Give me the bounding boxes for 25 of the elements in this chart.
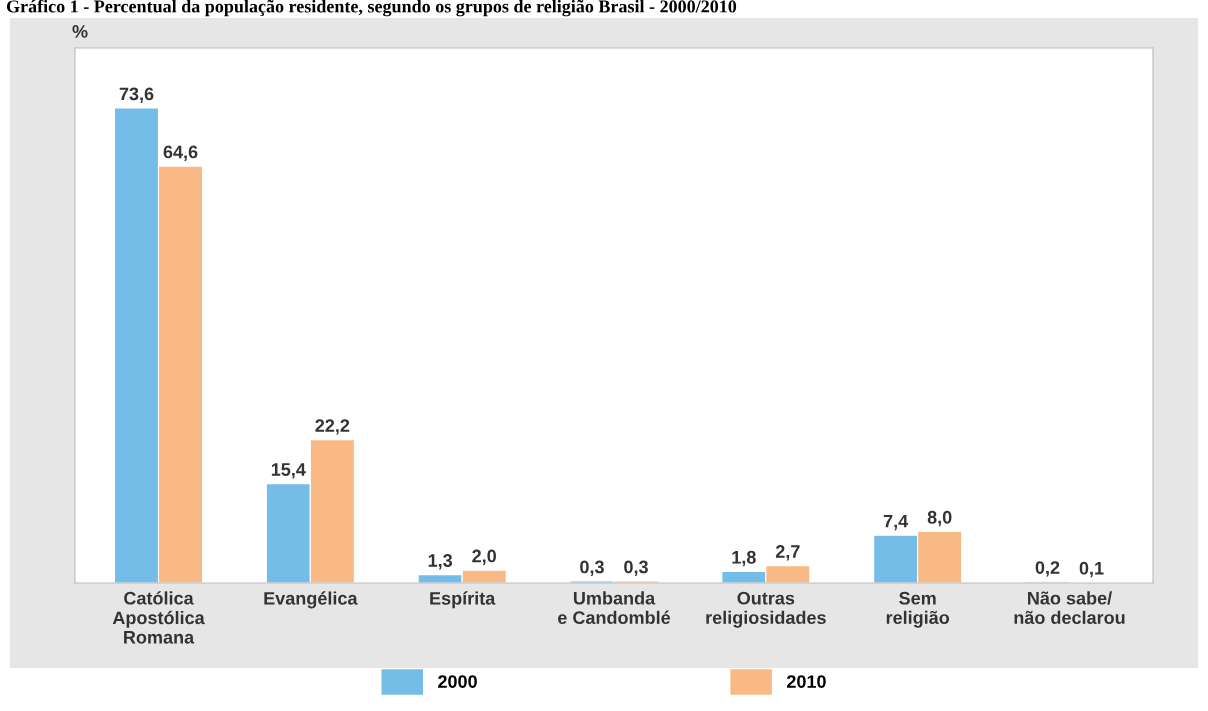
y-axis-title: %	[72, 25, 88, 38]
x-tick-label: Não sabe/ não declarou	[1014, 591, 1125, 625]
x-tick-label: Evangélica	[264, 591, 358, 609]
data-label: 0,3	[580, 560, 604, 576]
data-label: 73,6	[119, 87, 154, 103]
data-label: 1,8	[732, 550, 756, 567]
legend-label: 2000	[438, 675, 477, 688]
x-tick-label: Umbanda e Candomblé	[558, 591, 671, 625]
data-label: 2,7	[775, 545, 800, 561]
x-tick-label: Espírita	[430, 591, 496, 609]
x-tick-label: Sem religião	[886, 591, 950, 628]
data-label: 7,4	[883, 514, 909, 531]
data-label: 8,0	[927, 510, 952, 527]
x-tick-label: Outras religiosidades	[706, 591, 826, 628]
data-label: 2,0	[472, 549, 496, 565]
legend-label: 2010	[786, 675, 826, 688]
data-label: 0,1	[1079, 561, 1104, 578]
chart-title: Gráfico 1 - Percentual da população residente, segundo os grupos de religião Brasil - 2000/2010	[6, 0, 737, 17]
data-label: 1,3	[428, 554, 453, 570]
data-label: 22,2	[315, 419, 350, 435]
data-label: 0,3	[624, 560, 648, 576]
data-label: 64,6	[163, 145, 198, 161]
data-label: 15,4	[271, 463, 306, 479]
x-tick-label: Católica Apostólica Romana	[112, 591, 205, 644]
data-label: 0,2	[1035, 561, 1060, 577]
